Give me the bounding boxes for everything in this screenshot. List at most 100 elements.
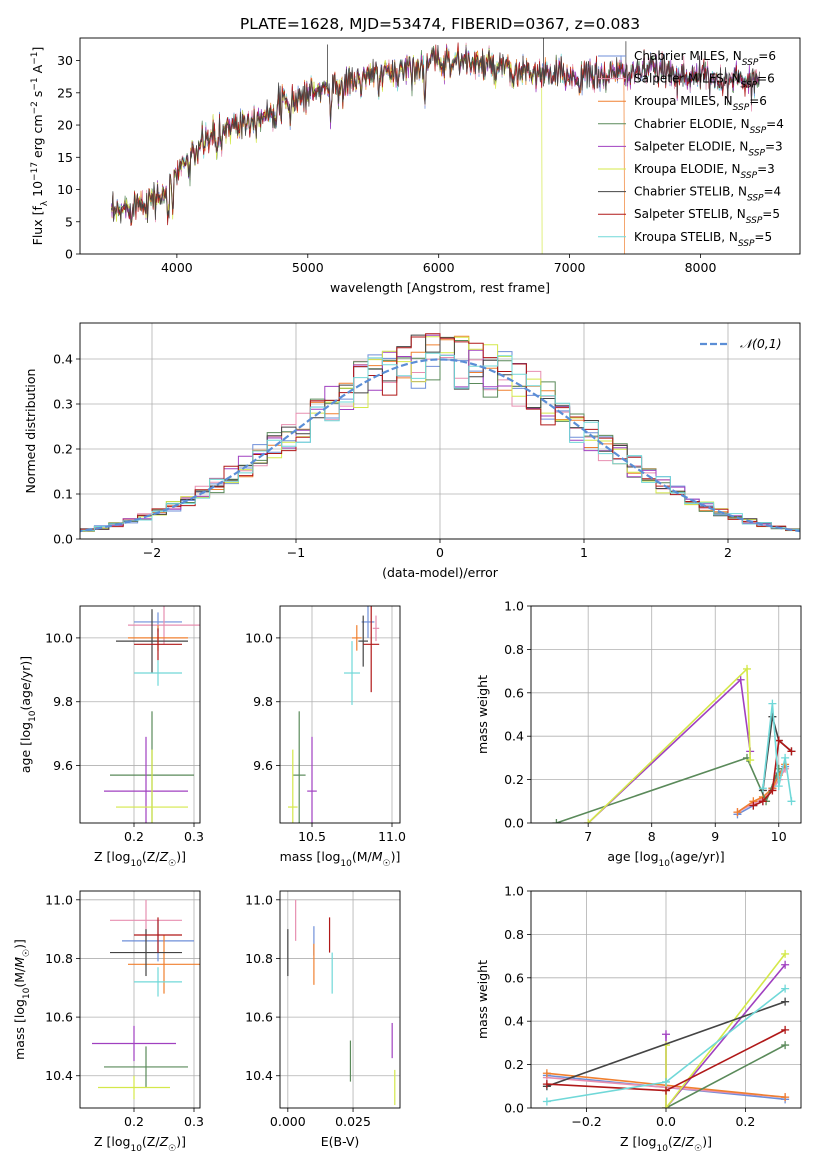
weight-marker	[542, 1080, 551, 1089]
tick-label-y: 0.4	[504, 729, 524, 744]
axes-residuals: −2 −1 0 1 2 0.0 0.1 0.2 0.3 0.4 (data-model)/error…	[23, 322, 801, 580]
weight-marker	[781, 960, 790, 969]
tick-label-y: 10.8	[245, 951, 273, 966]
tick-label-y: 0.6	[504, 970, 524, 985]
tick-label-x: 0.2	[735, 1114, 755, 1129]
axes-mass-weight-vs-age: 7 8 9 10 0.0 0.2 0.4 0.6 0.8 1.0 age [log10(age/yr…	[475, 599, 802, 869]
plot-area-age-vs-mass	[288, 606, 380, 823]
weight-line	[556, 756, 780, 823]
tick-label-y: 0.2	[504, 772, 524, 787]
weight-marker	[787, 747, 796, 756]
axes-spectrum: 4000 5000 6000 7000 8000 0 5 10 15 20 25 30 waveleng…	[30, 37, 801, 295]
tick-label-y: 0.3	[53, 397, 73, 412]
axes-age-vs-Z: 0.2 0.3 9.6 9.8 10.0 Z [log10(Z/Z☉)] age [log1…	[18, 605, 204, 869]
axes-mass-vs-Z: 0.2 0.3 10.4 10.6 10.8 11.0 Z [log10(Z/Z☉)] mas…	[12, 890, 204, 1154]
axes-mass-vs-EBV: 0.000 0.025 10.4 10.6 10.8 11.0 E(B-V)	[245, 890, 401, 1149]
weight-marker	[768, 699, 777, 708]
weight-line	[665, 964, 786, 1108]
weight-marker	[774, 764, 783, 773]
tick-label-y: 0.8	[504, 642, 524, 657]
tick-label-x: 0	[436, 545, 444, 560]
tick-label-y: 15	[57, 150, 73, 165]
x-axis-label: Z [log10(Z/Z☉)]	[620, 1134, 712, 1154]
plot-area-age-vs-Z	[104, 606, 200, 823]
weight-line	[546, 1000, 786, 1088]
y-axis-label: mass weight	[475, 675, 490, 754]
tick-label-y: 10.6	[45, 1010, 73, 1025]
axes-frame	[279, 890, 401, 1109]
x-axis-label: Z [log10(Z/Z☉)]	[94, 849, 186, 869]
weight-marker	[774, 736, 783, 745]
tick-label-y: 10	[57, 182, 73, 197]
tick-label-y: 20	[57, 118, 73, 133]
plot-area-residuals	[80, 333, 800, 534]
weight-marker	[662, 1086, 670, 1095]
weight-marker	[781, 949, 790, 958]
tick-label-x: 10	[771, 829, 787, 844]
tick-label-y: 25	[57, 85, 73, 100]
legend-entry: 𝒩(0,1)	[740, 336, 782, 351]
legend: Chabrier MILES, NSSP=6 Salpeter MILES, NS…	[598, 49, 784, 249]
y-axis-label: age [log10(age/yr)]	[18, 656, 38, 773]
weight-marker	[781, 1025, 790, 1034]
weight-line	[665, 1044, 786, 1108]
tick-label-y: 9.6	[53, 758, 73, 773]
tick-label-y: 5	[65, 214, 73, 229]
tick-label-x: 1	[580, 545, 588, 560]
y-axis-label: mass [log10(M/M☉)]	[12, 939, 32, 1060]
tick-label-y: 30	[57, 53, 73, 68]
weight-line	[665, 953, 786, 1108]
tick-label-x: 9	[711, 829, 719, 844]
weight-marker	[749, 801, 758, 810]
tick-label-y: 0.6	[504, 685, 524, 700]
legend-entry: Kroupa ELODIE, NSSP=3	[634, 162, 775, 181]
legend-entry: Chabrier ELODIE, NSSP=4	[634, 117, 784, 136]
tick-label-y: 0.8	[504, 927, 524, 942]
plot-area-spectrum	[111, 38, 760, 254]
axes-frame	[279, 605, 401, 824]
tick-label-y: 11.0	[45, 892, 73, 907]
x-axis-label: age [log10(age/yr)]	[607, 849, 724, 869]
tick-label-x: 4000	[161, 260, 193, 275]
tick-label-y: 10.4	[45, 1068, 73, 1083]
gaussian-curve	[80, 358, 800, 533]
tick-label-x: −1	[287, 545, 305, 560]
tick-label-x: 8000	[685, 260, 717, 275]
weight-marker	[552, 819, 561, 823]
legend-entry: Salpeter MILES, NSSP=6	[634, 72, 775, 91]
histogram-step	[80, 352, 800, 533]
legend-entry: Salpeter STELIB, NSSP=5	[634, 207, 780, 226]
x-axis-label: mass [log10(M/M☉)]	[280, 849, 401, 869]
plot-area-mass-vs-Z	[92, 899, 200, 1100]
weight-marker	[733, 808, 742, 817]
legend-entry: Kroupa MILES, NSSP=6	[634, 94, 767, 113]
y-axis-label: Normed distribution	[23, 369, 38, 494]
tick-label-x: 0.000	[270, 1114, 306, 1129]
tick-label-y: 9.6	[253, 758, 273, 773]
tick-label-x: 0.2	[124, 829, 144, 844]
tick-label-y: 0	[65, 247, 73, 262]
tick-label-y: 0.2	[53, 442, 73, 457]
weight-marker	[781, 1041, 790, 1050]
weight-line	[753, 738, 793, 807]
x-axis-label: wavelength [Angstrom, rest frame]	[330, 280, 550, 295]
weight-marker	[758, 797, 767, 806]
tick-label-x: 0.2	[124, 1114, 144, 1129]
axes-age-vs-mass: 10.5 11.0 9.6 9.8 10.0 mass [log10(M/M☉)]	[245, 605, 406, 869]
axes-frame	[79, 322, 801, 540]
axes-frame	[79, 605, 201, 824]
legend-entry: Chabrier STELIB, NSSP=4	[634, 185, 781, 204]
tick-label-x: 0.3	[184, 1114, 204, 1129]
tick-label-x: 0.3	[184, 829, 204, 844]
tick-label-y: 10.6	[245, 1010, 273, 1025]
weight-marker	[743, 664, 751, 673]
x-axis-label: (data-model)/error	[382, 565, 499, 580]
tick-label-y: 0.2	[504, 1057, 524, 1072]
chart-panels: 4000 5000 6000 7000 8000051015202530waveleng…	[12, 37, 802, 1154]
spectrum-line	[111, 44, 760, 224]
weight-marker	[781, 984, 790, 993]
tick-label-y: 0.0	[504, 1101, 524, 1116]
axes-frame	[79, 890, 201, 1109]
weight-marker	[758, 784, 767, 793]
tick-label-y: 0.4	[53, 352, 73, 367]
